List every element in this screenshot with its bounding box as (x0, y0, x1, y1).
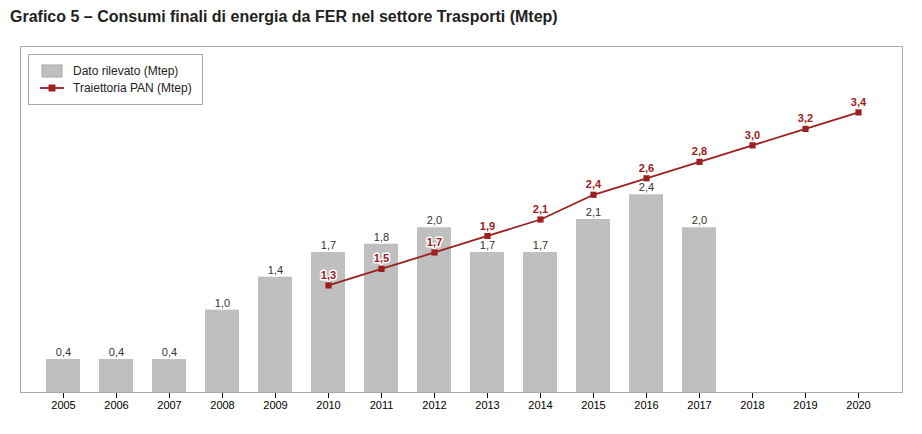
svg-text:2020: 2020 (846, 399, 870, 411)
svg-text:2,6: 2,6 (639, 162, 654, 174)
html-text:Dato rilevato (Mtep): Dato rilevato (Mtep) (73, 64, 179, 78)
svg-text:1,8: 1,8 (374, 231, 389, 243)
svg-text:2017: 2017 (687, 399, 711, 411)
svg-text:2013: 2013 (475, 399, 499, 411)
svg-text:1,7: 1,7 (480, 239, 495, 251)
svg-text:2018: 2018 (740, 399, 764, 411)
svg-text:2016: 2016 (634, 399, 658, 411)
svg-text:3,0: 3,0 (745, 129, 760, 141)
svg-text:1,5: 1,5 (374, 252, 389, 264)
svg-text:2,4: 2,4 (639, 181, 654, 193)
svg-text:2,1: 2,1 (533, 203, 548, 215)
svg-text:2009: 2009 (263, 399, 287, 411)
svg-text:2011: 2011 (370, 399, 394, 411)
svg-text:2015: 2015 (581, 399, 605, 411)
svg-text:1,9: 1,9 (480, 219, 495, 231)
svg-text:2007: 2007 (157, 399, 181, 411)
svg-text:1,3: 1,3 (321, 269, 336, 281)
svg-text:2,8: 2,8 (692, 145, 707, 157)
html-text:Traiettoria PAN (Mtep): Traiettoria PAN (Mtep) (73, 81, 192, 95)
svg-text:1,4: 1,4 (268, 264, 283, 276)
svg-text:0,4: 0,4 (162, 346, 177, 358)
svg-text:2005: 2005 (51, 399, 75, 411)
svg-text:3,4: 3,4 (851, 96, 867, 108)
svg-text:2,0: 2,0 (427, 214, 442, 226)
svg-text:1,7: 1,7 (427, 236, 442, 248)
svg-text:1,7: 1,7 (321, 239, 336, 251)
svg-text:2,1: 2,1 (586, 206, 601, 218)
svg-text:2010: 2010 (316, 399, 340, 411)
svg-text:2008: 2008 (210, 399, 234, 411)
svg-text:2,4: 2,4 (586, 178, 602, 190)
svg-text:2019: 2019 (793, 399, 817, 411)
svg-text:0,4: 0,4 (109, 346, 124, 358)
svg-text:2012: 2012 (422, 399, 446, 411)
svg-text:1,7: 1,7 (533, 239, 548, 251)
svg-text:2006: 2006 (104, 399, 128, 411)
svg-text:2,0: 2,0 (692, 214, 707, 226)
svg-text:1,0: 1,0 (215, 297, 230, 309)
svg-text:3,2: 3,2 (798, 112, 813, 124)
html-text:Grafico 5 – Consumi finali di: Grafico 5 – Consumi finali di energia da… (10, 8, 558, 25)
svg-text:0,4: 0,4 (56, 346, 71, 358)
svg-text:2014: 2014 (528, 399, 552, 411)
